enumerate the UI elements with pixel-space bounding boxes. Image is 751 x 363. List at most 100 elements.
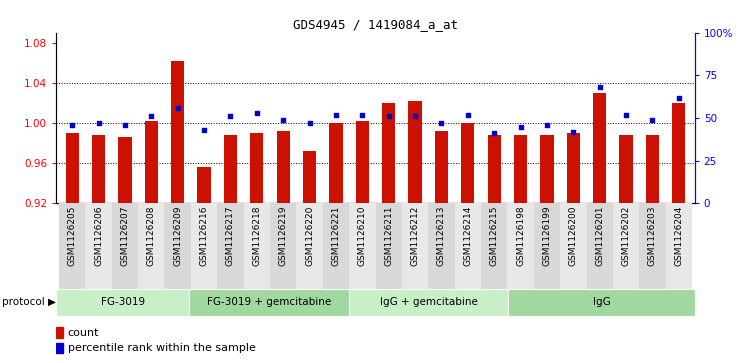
Bar xyxy=(508,289,695,316)
Point xyxy=(225,113,237,119)
Bar xyxy=(587,203,613,289)
Bar xyxy=(409,101,421,203)
Text: GSM1126214: GSM1126214 xyxy=(463,206,472,266)
Bar xyxy=(356,121,369,203)
Point xyxy=(66,122,78,128)
Text: protocol ▶: protocol ▶ xyxy=(2,297,56,307)
Bar xyxy=(56,343,63,353)
Point xyxy=(409,113,421,119)
Point xyxy=(172,105,184,111)
Bar xyxy=(323,203,349,289)
Bar xyxy=(487,135,501,203)
Bar xyxy=(56,327,63,338)
Bar xyxy=(189,289,349,316)
Text: GSM1126221: GSM1126221 xyxy=(331,206,340,266)
Bar xyxy=(454,203,481,289)
Text: GSM1126198: GSM1126198 xyxy=(516,206,525,266)
Bar xyxy=(56,289,189,316)
Bar xyxy=(119,137,131,203)
Point xyxy=(462,112,474,118)
Bar xyxy=(92,135,105,203)
Text: IgG + gemcitabine: IgG + gemcitabine xyxy=(380,297,478,307)
Bar xyxy=(349,203,376,289)
Point xyxy=(383,113,395,119)
Point xyxy=(647,117,659,123)
Point xyxy=(488,130,500,136)
Text: GSM1126205: GSM1126205 xyxy=(68,206,77,266)
Text: GSM1126220: GSM1126220 xyxy=(305,206,314,266)
Point xyxy=(567,129,579,135)
Bar xyxy=(514,135,527,203)
Text: GSM1126200: GSM1126200 xyxy=(569,206,578,266)
Text: GSM1126217: GSM1126217 xyxy=(226,206,235,266)
Point xyxy=(330,112,342,118)
Point xyxy=(92,120,104,126)
Point xyxy=(514,124,526,130)
Bar xyxy=(534,203,560,289)
Bar xyxy=(243,203,270,289)
Bar xyxy=(376,203,402,289)
Text: GSM1126210: GSM1126210 xyxy=(357,206,366,266)
Bar xyxy=(435,131,448,203)
Text: GDS4945 / 1419084_a_at: GDS4945 / 1419084_a_at xyxy=(293,18,458,31)
Point xyxy=(198,127,210,133)
Bar xyxy=(164,203,191,289)
Bar xyxy=(250,133,264,203)
Bar xyxy=(224,135,237,203)
Bar xyxy=(145,121,158,203)
Point xyxy=(119,122,131,128)
Bar xyxy=(112,203,138,289)
Point xyxy=(436,120,448,126)
Bar xyxy=(428,203,454,289)
Bar xyxy=(349,289,508,316)
Bar xyxy=(508,203,534,289)
Text: GSM1126215: GSM1126215 xyxy=(490,206,499,266)
Bar xyxy=(198,167,210,203)
Point xyxy=(673,95,685,101)
Point xyxy=(303,120,315,126)
Text: GSM1126202: GSM1126202 xyxy=(622,206,631,266)
Bar xyxy=(461,123,475,203)
Bar xyxy=(402,203,428,289)
Point xyxy=(145,113,157,119)
Bar xyxy=(646,135,659,203)
Text: FG-3019 + gemcitabine: FG-3019 + gemcitabine xyxy=(207,297,331,307)
Bar xyxy=(382,103,395,203)
Bar xyxy=(270,203,297,289)
Bar xyxy=(613,203,639,289)
Text: GSM1126199: GSM1126199 xyxy=(542,206,551,266)
Bar xyxy=(86,203,112,289)
Text: FG-3019: FG-3019 xyxy=(101,297,145,307)
Text: GSM1126203: GSM1126203 xyxy=(648,206,657,266)
Text: GSM1126208: GSM1126208 xyxy=(146,206,155,266)
Bar xyxy=(191,203,217,289)
Bar xyxy=(65,133,79,203)
Point xyxy=(277,117,289,123)
Text: GSM1126207: GSM1126207 xyxy=(120,206,129,266)
Text: IgG: IgG xyxy=(593,297,611,307)
Text: percentile rank within the sample: percentile rank within the sample xyxy=(68,343,255,353)
Text: GSM1126209: GSM1126209 xyxy=(173,206,182,266)
Text: GSM1126212: GSM1126212 xyxy=(411,206,420,266)
Bar xyxy=(138,203,164,289)
Bar xyxy=(560,203,587,289)
Text: GSM1126218: GSM1126218 xyxy=(252,206,261,266)
Text: GSM1126206: GSM1126206 xyxy=(94,206,103,266)
Text: GSM1126201: GSM1126201 xyxy=(596,206,605,266)
Bar xyxy=(171,61,184,203)
Point xyxy=(620,112,632,118)
Bar xyxy=(297,203,323,289)
Bar xyxy=(672,103,686,203)
Point xyxy=(356,112,368,118)
Bar xyxy=(330,123,342,203)
Bar xyxy=(59,203,86,289)
Text: GSM1126216: GSM1126216 xyxy=(200,206,209,266)
Text: GSM1126213: GSM1126213 xyxy=(437,206,446,266)
Bar xyxy=(665,203,692,289)
Bar xyxy=(217,203,243,289)
Text: GSM1126211: GSM1126211 xyxy=(385,206,394,266)
Bar xyxy=(276,131,290,203)
Text: GSM1126219: GSM1126219 xyxy=(279,206,288,266)
Bar xyxy=(639,203,665,289)
Bar xyxy=(620,135,632,203)
